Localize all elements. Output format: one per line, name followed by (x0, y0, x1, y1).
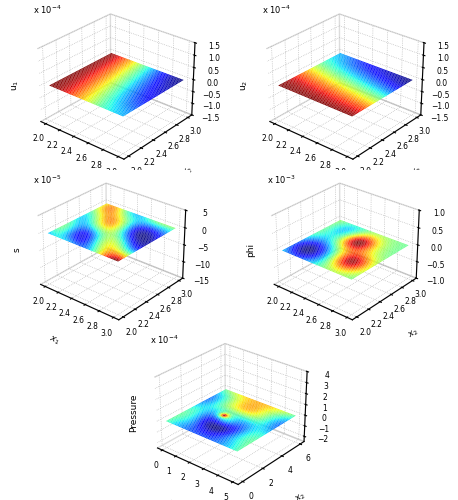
X-axis label: $x_1$: $x_1$ (280, 333, 294, 347)
Y-axis label: $x_2$: $x_2$ (407, 326, 422, 342)
Text: phi: phi (246, 243, 255, 257)
Text: x 10$^{-3}$: x 10$^{-3}$ (267, 173, 295, 186)
Text: u$_1$: u$_1$ (11, 80, 21, 90)
Text: x 10$^{-4}$: x 10$^{-4}$ (262, 4, 290, 16)
X-axis label: $x_1$: $x_1$ (49, 172, 64, 185)
Text: x 10$^{-4}$: x 10$^{-4}$ (150, 334, 179, 345)
X-axis label: $x_1$: $x_1$ (165, 498, 179, 500)
X-axis label: $x_1$: $x_1$ (278, 172, 293, 185)
Text: x 10$^{-5}$: x 10$^{-5}$ (33, 173, 61, 186)
Y-axis label: $x_2$: $x_2$ (294, 490, 309, 500)
Text: u$_2$: u$_2$ (240, 80, 250, 90)
Y-axis label: $x_2$: $x_2$ (409, 164, 424, 180)
Text: Pressure: Pressure (129, 393, 138, 432)
X-axis label: $x_1$: $x_1$ (47, 333, 61, 347)
Text: s: s (13, 248, 22, 252)
Y-axis label: $x_2$: $x_2$ (180, 164, 195, 180)
Text: x 10$^{-4}$: x 10$^{-4}$ (33, 4, 61, 16)
Y-axis label: $x_2$: $x_2$ (173, 326, 188, 342)
